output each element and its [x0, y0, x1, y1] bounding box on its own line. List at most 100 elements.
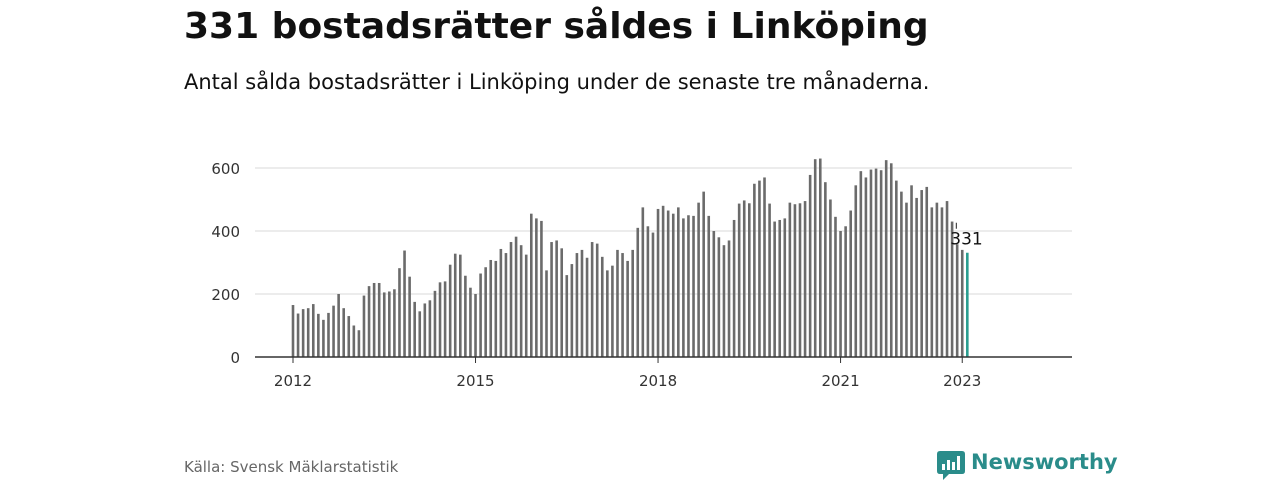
bar — [702, 191, 705, 358]
bar — [737, 203, 741, 357]
x-tick-label: 2012 — [274, 372, 312, 390]
bar — [631, 249, 634, 357]
bar — [651, 232, 655, 357]
y-tick-label: 400 — [211, 223, 240, 241]
x-tick-label: 2023 — [943, 372, 981, 390]
bar — [905, 202, 908, 357]
bar — [398, 268, 401, 357]
bar — [570, 264, 574, 357]
bar — [317, 313, 320, 358]
newsworthy-logo-icon — [937, 451, 965, 480]
y-axis-labels: 0 200 400 600 — [211, 160, 240, 367]
bar — [347, 316, 351, 357]
bar — [742, 200, 746, 357]
y-tick-label: 600 — [211, 160, 240, 178]
x-tick-label: 2018 — [639, 372, 677, 390]
bar — [874, 168, 878, 357]
x-tick-label: 2015 — [456, 372, 494, 390]
bar — [829, 199, 832, 357]
bar — [433, 290, 437, 357]
x-tick-label: 2021 — [821, 372, 859, 390]
bar — [352, 325, 356, 357]
bar — [940, 207, 944, 358]
brand-logo: Newsworthy — [937, 449, 1118, 481]
bar — [692, 215, 695, 357]
bar — [646, 226, 650, 357]
bar — [879, 170, 883, 357]
bar — [489, 259, 493, 357]
bar — [575, 253, 579, 357]
bar — [768, 203, 771, 357]
bar — [519, 245, 523, 358]
bar — [717, 237, 721, 357]
highlight-annotation: 331 — [950, 222, 983, 250]
source-note: Källa: Svensk Mäklarstatistik — [184, 458, 399, 476]
bar — [595, 243, 599, 357]
bar — [540, 220, 543, 357]
bar — [925, 186, 929, 357]
bar — [859, 171, 863, 357]
bar — [342, 308, 345, 358]
bar — [626, 260, 629, 358]
bar — [869, 169, 873, 357]
bar — [950, 221, 954, 357]
bar — [418, 311, 422, 357]
bar — [707, 215, 711, 357]
bar-highlight — [966, 252, 969, 358]
bar — [849, 210, 852, 357]
bar — [920, 190, 923, 357]
bar — [362, 295, 366, 357]
bar — [889, 163, 893, 357]
bar — [611, 265, 614, 357]
bar — [616, 249, 619, 357]
bar — [839, 231, 842, 357]
bar — [423, 303, 427, 357]
bar — [428, 300, 432, 357]
bar — [656, 208, 660, 357]
bar — [915, 197, 918, 357]
bar — [499, 248, 503, 357]
bar — [854, 185, 858, 357]
bar — [955, 244, 959, 357]
bar — [606, 270, 609, 358]
bar — [900, 191, 903, 358]
bar — [910, 185, 913, 357]
bar — [763, 177, 766, 357]
bar — [443, 281, 447, 357]
bar — [732, 219, 736, 357]
bar — [403, 250, 406, 357]
bar — [834, 216, 837, 357]
bar — [327, 312, 330, 357]
bar — [453, 253, 457, 357]
bar — [864, 177, 868, 357]
bar — [788, 202, 792, 357]
bar — [580, 249, 584, 357]
bar — [301, 309, 305, 357]
x-axis-ticks: 2012 2015 2018 2021 2023 — [274, 357, 981, 390]
bar — [758, 180, 761, 357]
bar — [479, 273, 482, 357]
bar — [671, 213, 675, 357]
bar — [844, 226, 847, 357]
bar — [296, 313, 300, 357]
bar — [960, 249, 964, 357]
bar — [382, 292, 386, 358]
y-tick-label: 200 — [211, 286, 240, 304]
bar — [377, 282, 381, 358]
bar — [459, 254, 462, 358]
bar — [884, 160, 888, 358]
bar — [332, 305, 335, 357]
chart-subtitle: Antal sålda bostadsrätter i Linköping un… — [184, 70, 930, 94]
bar — [677, 207, 680, 358]
bar — [945, 201, 949, 357]
bar — [448, 264, 452, 357]
bar — [722, 245, 726, 358]
bar — [727, 240, 731, 357]
bar — [687, 215, 690, 357]
highlight-value-label: 331 — [950, 230, 982, 250]
bar — [474, 294, 477, 357]
bar — [504, 253, 508, 357]
bar — [783, 218, 787, 357]
bar — [803, 201, 807, 357]
bar — [524, 254, 528, 358]
